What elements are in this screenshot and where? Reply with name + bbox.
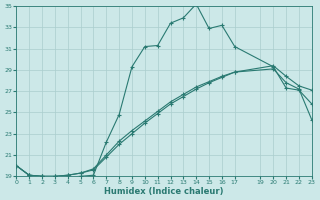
X-axis label: Humidex (Indice chaleur): Humidex (Indice chaleur) bbox=[104, 187, 224, 196]
